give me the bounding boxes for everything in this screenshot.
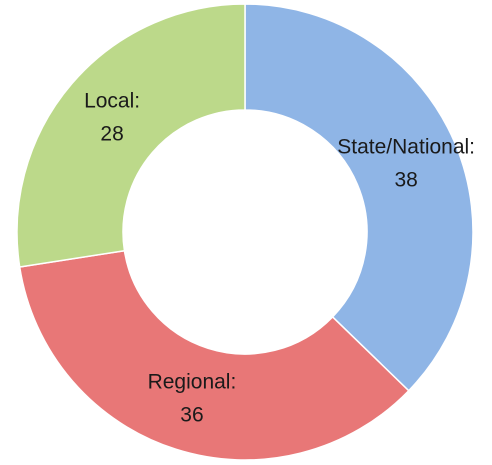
donut-slice [244,3,474,392]
slice-value: 38 [394,168,417,191]
slice-value: 28 [100,123,123,146]
donut-slice [18,249,410,461]
slice-label: Regional: [148,370,237,393]
donut-slice [16,3,246,268]
slice-value: 36 [180,403,203,426]
slice-label: Local: [84,90,140,113]
slice-label: State/National: [337,135,475,158]
